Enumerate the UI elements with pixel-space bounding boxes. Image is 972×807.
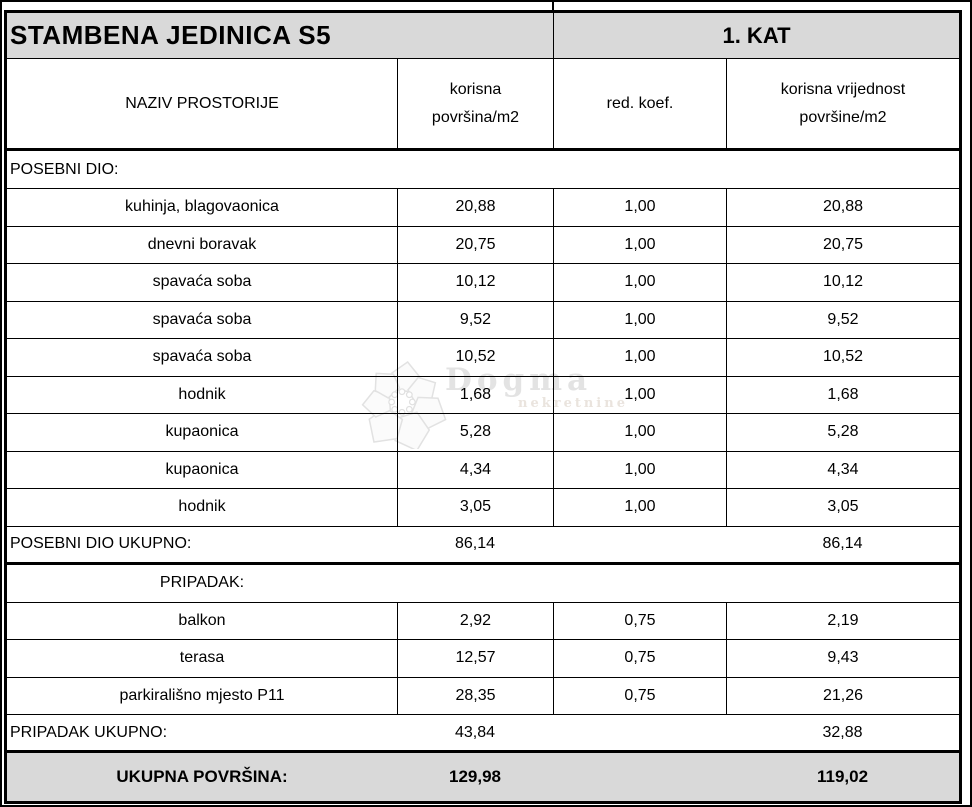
coef-cell: 0,75 — [553, 640, 726, 677]
value-cell: 21,26 — [726, 677, 959, 714]
coef-cell: 1,00 — [553, 226, 726, 263]
posebni-section-row: POSEBNI DIO: — [7, 151, 959, 189]
coef-cell: 1,00 — [553, 451, 726, 488]
value-cell: 9,43 — [726, 640, 959, 677]
coef-cell: 1,00 — [553, 339, 726, 376]
coef-cell: 1,00 — [553, 189, 726, 226]
pripadak-total-row: PRIPADAK UKUPNO: 43,84 32,88 — [7, 715, 959, 753]
grand-total-value: 119,02 — [816, 767, 869, 786]
coef-cell: 1,00 — [553, 376, 726, 413]
area-cell: 9,52 — [397, 301, 553, 338]
area-cell: 5,28 — [397, 414, 553, 451]
value-cell: 9,52 — [726, 301, 959, 338]
floor-cell: 1. KAT — [553, 13, 959, 58]
table-row: terasa 12,57 0,75 9,43 — [7, 640, 959, 678]
table-row: parkirališno mjesto P11 28,35 0,75 21,26 — [7, 677, 959, 715]
table-row: hodnik 1,68 1,00 1,68 — [7, 376, 959, 414]
unit-title-cell: STAMBENA JEDINICA S5 — [7, 13, 553, 58]
table-row: balkon 2,92 0,75 2,19 — [7, 602, 959, 640]
posebni-total-label: POSEBNI DIO UKUPNO: — [10, 535, 192, 552]
value-cell: 4,34 — [726, 451, 959, 488]
posebni-total-area: 86,14 — [454, 535, 496, 552]
value-cell: 10,12 — [726, 264, 959, 301]
value-cell: 1,68 — [726, 376, 959, 413]
table-row: hodnik 3,05 1,00 3,05 — [7, 489, 959, 527]
pripadak-section-label: PRIPADAK: — [159, 574, 245, 591]
posebni-section-label: POSEBNI DIO: — [10, 160, 119, 178]
posebni-total-row: POSEBNI DIO UKUPNO: 86,14 86,14 — [7, 527, 959, 565]
top-edge-tick-line — [552, 2, 554, 11]
value-cell: 10,52 — [726, 339, 959, 376]
table-row: dnevni boravak 20,75 1,00 20,75 — [7, 226, 959, 264]
watermark-brand-text: Dogma — [445, 362, 593, 398]
column-header-row: NAZIV PROSTORIJE korisna površina/m2 red… — [7, 59, 959, 151]
area-cell: 28,35 — [397, 677, 553, 714]
coef-cell: 1,00 — [553, 489, 726, 526]
pripadak-total-value: 32,88 — [822, 723, 863, 741]
value-cell: 20,88 — [726, 189, 959, 226]
coef-cell: 0,75 — [553, 677, 726, 714]
value-cell: 2,19 — [726, 602, 959, 639]
coef-cell: 0,75 — [553, 602, 726, 639]
table-row: kupaonica 4,34 1,00 4,34 — [7, 451, 959, 489]
table-row: kuhinja, blagovaonica 20,88 1,00 20,88 — [7, 189, 959, 227]
unit-area-table: STAMBENA JEDINICA S5 1. KAT NAZIV PROSTO… — [4, 10, 962, 804]
table-row: spavaća soba 10,52 1,00 10,52 — [7, 339, 959, 377]
room-name-cell: parkirališno mjesto P11 — [119, 686, 285, 704]
area-cell: 3,05 — [397, 489, 553, 526]
area-cell: 1,68 — [397, 376, 553, 413]
area-cell: 20,75 — [397, 226, 553, 263]
coef-cell: 1,00 — [553, 414, 726, 451]
room-name-cell: spavaća soba — [152, 273, 252, 291]
room-name-cell: spavaća soba — [152, 310, 252, 328]
title-row: STAMBENA JEDINICA S5 1. KAT — [7, 13, 959, 59]
room-name-cell: hodnik — [178, 498, 226, 516]
name-column-header: NAZIV PROSTORIJE — [125, 94, 279, 112]
area-cell: 20,88 — [397, 189, 553, 226]
area-column-header: korisna površina/m2 — [397, 59, 553, 148]
floor-label: 1. KAT — [722, 22, 791, 48]
value-cell: 20,75 — [726, 226, 959, 263]
unit-title: STAMBENA JEDINICA S5 — [10, 20, 332, 50]
area-cell: 4,34 — [397, 451, 553, 488]
dogma-flower-icon — [361, 360, 447, 449]
room-name-cell: balkon — [178, 611, 226, 629]
room-name-cell: kuhinja, blagovaonica — [125, 198, 279, 216]
pripadak-section-row: PRIPADAK: — [7, 565, 959, 603]
area-cell: 2,92 — [397, 602, 553, 639]
pripadak-total-area: 43,84 — [454, 723, 496, 741]
grand-total-label: UKUPNA POVRŠINA: — [116, 767, 288, 786]
watermark-subtitle-text: nekretnine — [518, 396, 628, 411]
area-cell: 10,12 — [397, 264, 553, 301]
dogma-watermark: Dogma nekretnine — [350, 352, 640, 462]
pripadak-total-label: PRIPADAK UKUPNO: — [10, 723, 168, 741]
coef-cell: 1,00 — [553, 264, 726, 301]
value-cell: 3,05 — [726, 489, 959, 526]
coef-column-header: red. koef. — [553, 59, 726, 148]
area-cell: 10,52 — [397, 339, 553, 376]
table-row: spavaća soba 9,52 1,00 9,52 — [7, 301, 959, 339]
grand-total-area: 129,98 — [449, 767, 501, 786]
grand-total-row: UKUPNA POVRŠINA: 129,98 119,02 — [7, 753, 959, 801]
room-name-cell: spavaća soba — [152, 348, 252, 366]
room-name-cell: kupaonica — [165, 423, 239, 441]
room-name-cell: terasa — [179, 649, 225, 667]
room-name-cell: dnevni boravak — [147, 235, 257, 253]
coef-cell: 1,00 — [553, 301, 726, 338]
value-column-header: korisna vrijednost površine/m2 — [726, 59, 959, 148]
room-name-cell: hodnik — [178, 385, 226, 403]
posebni-total-value: 86,14 — [822, 535, 863, 552]
table-row: spavaća soba 10,12 1,00 10,12 — [7, 264, 959, 302]
area-cell: 12,57 — [397, 640, 553, 677]
room-name-cell: kupaonica — [165, 460, 239, 478]
table-row: kupaonica 5,28 1,00 5,28 — [7, 414, 959, 452]
value-cell: 5,28 — [726, 414, 959, 451]
